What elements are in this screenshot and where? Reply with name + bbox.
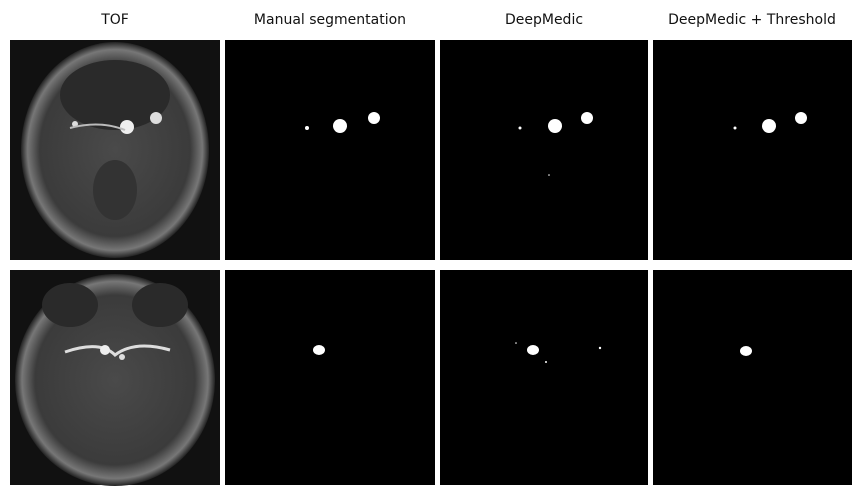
segmentation-image bbox=[225, 40, 435, 260]
tof-image bbox=[10, 40, 220, 260]
segmentation-image bbox=[225, 270, 435, 485]
column-title: Manual segmentation bbox=[254, 12, 406, 28]
page: TOF Manual segmentation DeepMedic DeepMe… bbox=[0, 0, 854, 489]
tof-image bbox=[10, 270, 220, 486]
column-title: TOF bbox=[100, 12, 129, 28]
segmentation-image bbox=[653, 270, 852, 485]
segmentation-image bbox=[440, 270, 648, 485]
segmentation-image bbox=[440, 40, 648, 260]
segmentation-image bbox=[653, 40, 852, 260]
figure: TOF Manual segmentation DeepMedic DeepMe… bbox=[0, 0, 854, 489]
column-title: DeepMedic + Threshold bbox=[668, 12, 836, 28]
column-title: DeepMedic bbox=[505, 12, 583, 28]
